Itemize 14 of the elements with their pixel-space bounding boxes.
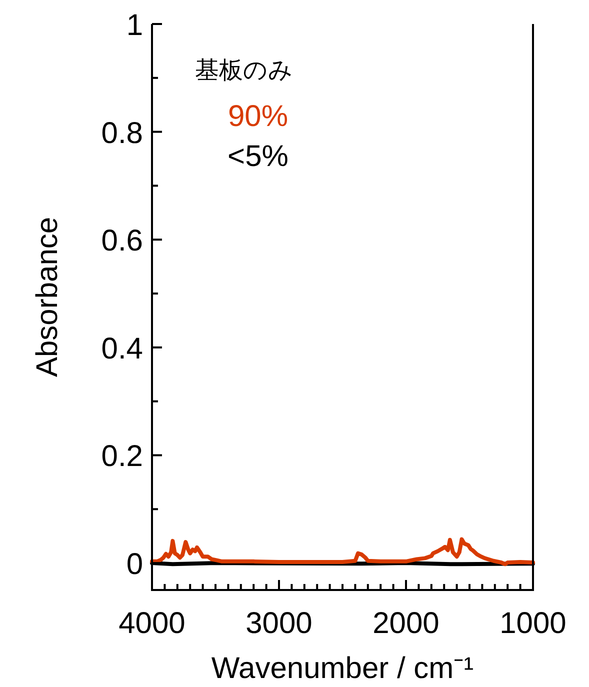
x-tick-label: 2000 (372, 607, 440, 640)
y-tick-label: 0 (126, 548, 143, 582)
y-axis-title: Absorbance (31, 216, 64, 378)
y-tick-label: 0.8 (101, 116, 143, 150)
x-tick-label: 3000 (246, 607, 312, 640)
legend: 基板のみ 90% <5% (195, 57, 293, 173)
y-tick-label: 1 (126, 9, 143, 42)
x-axis-title: Wavenumber / cm⁻¹ (211, 652, 474, 685)
y-tick-label: 0.2 (101, 440, 143, 474)
line-series (150, 537, 535, 566)
x-tick-label: 4000 (118, 607, 186, 640)
y-tick-label: 0.4 (101, 332, 143, 366)
y-tick-label: 0.6 (101, 224, 143, 258)
x-tick-label: 1000 (500, 607, 566, 640)
